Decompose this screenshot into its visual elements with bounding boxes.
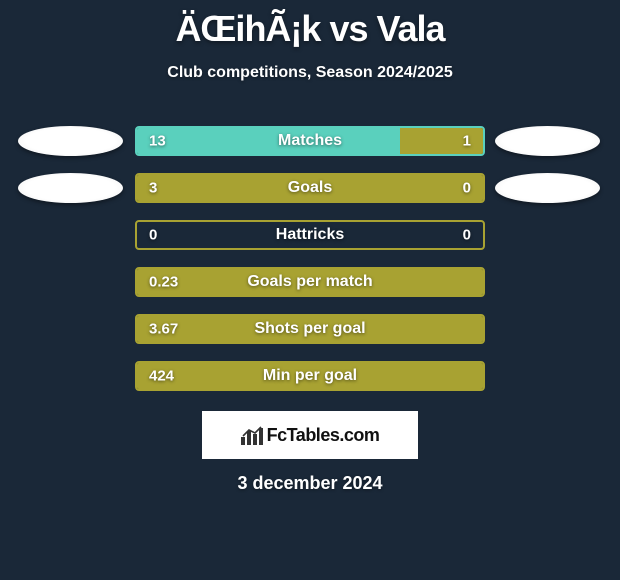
snapshot-date: 3 december 2024 bbox=[0, 473, 620, 494]
stat-value-left: 13 bbox=[149, 133, 166, 150]
team-badge-right bbox=[495, 126, 600, 156]
page-subtitle: Club competitions, Season 2024/2025 bbox=[0, 64, 620, 82]
stat-value-left: 424 bbox=[149, 368, 174, 385]
stat-bar: 0 0 Hattricks bbox=[135, 220, 485, 250]
page-title: ÄŒihÃ¡k vs Vala bbox=[0, 0, 620, 50]
stat-bar-left-fill bbox=[137, 128, 400, 154]
stats-list: 13 1 Matches 3 0 Goals 0 0 Hattricks 0.23 Goals pe… bbox=[0, 126, 620, 391]
stat-label: Hattricks bbox=[276, 226, 344, 244]
stat-value-left: 0 bbox=[149, 227, 157, 244]
stat-label: Goals per match bbox=[247, 273, 372, 291]
stat-value-right: 0 bbox=[463, 227, 471, 244]
team-badge-right bbox=[495, 173, 600, 203]
stat-label: Shots per goal bbox=[254, 320, 365, 338]
stat-row: 0 0 Hattricks bbox=[10, 220, 610, 250]
stat-value-right: 1 bbox=[463, 133, 471, 150]
stat-value-right: 0 bbox=[463, 180, 471, 197]
stat-value-left: 0.23 bbox=[149, 274, 178, 291]
team-badge-left bbox=[18, 173, 123, 203]
stat-bar: 3.67 Shots per goal bbox=[135, 314, 485, 344]
stat-bar: 13 1 Matches bbox=[135, 126, 485, 156]
fctables-logo[interactable]: FcTables.com bbox=[202, 411, 418, 459]
stat-value-left: 3.67 bbox=[149, 321, 178, 338]
stat-row: 0.23 Goals per match bbox=[10, 267, 610, 297]
stat-label: Matches bbox=[278, 132, 342, 150]
stat-row: 424 Min per goal bbox=[10, 361, 610, 391]
stat-label: Goals bbox=[288, 179, 332, 197]
fctables-text: FcTables.com bbox=[267, 425, 380, 446]
team-badge-left bbox=[18, 126, 123, 156]
stat-label: Min per goal bbox=[263, 367, 357, 385]
stat-row: 13 1 Matches bbox=[10, 126, 610, 156]
stat-bar: 424 Min per goal bbox=[135, 361, 485, 391]
stat-value-left: 3 bbox=[149, 180, 157, 197]
chart-icon bbox=[241, 425, 263, 445]
stat-bar: 0.23 Goals per match bbox=[135, 267, 485, 297]
stat-row: 3.67 Shots per goal bbox=[10, 314, 610, 344]
stat-bar: 3 0 Goals bbox=[135, 173, 485, 203]
stat-row: 3 0 Goals bbox=[10, 173, 610, 203]
